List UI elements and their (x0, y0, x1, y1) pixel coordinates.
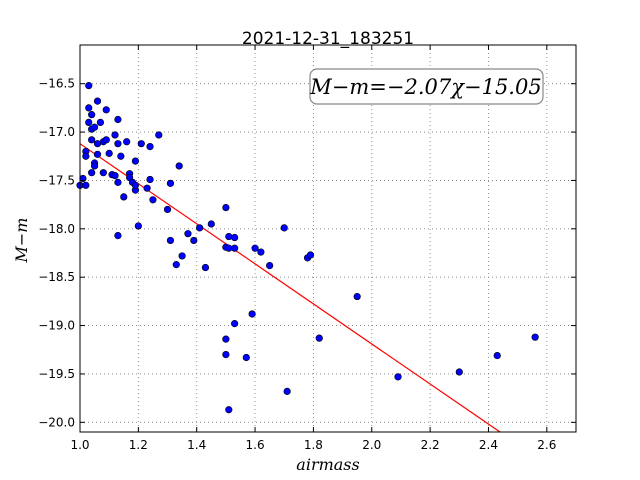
data-point (353, 292, 361, 301)
data-point (166, 179, 175, 187)
data-point (231, 320, 239, 328)
fit-equation-box: M−m=−2.07χ−15.05 (309, 68, 544, 105)
data-point (280, 224, 288, 232)
data-point (251, 244, 259, 252)
y-axis-label: M−m (12, 218, 31, 264)
data-point (306, 251, 315, 259)
x-tick-label: 1.2 (129, 438, 148, 452)
data-point (114, 140, 122, 148)
data-point (531, 333, 539, 341)
data-point (248, 310, 256, 318)
data-point (163, 205, 172, 214)
data-point (231, 244, 239, 252)
data-point (82, 152, 90, 160)
data-point (146, 175, 154, 184)
data-point (155, 131, 163, 139)
data-point (131, 181, 140, 189)
x-axis-label: airmass (296, 455, 359, 474)
data-point (85, 82, 93, 90)
data-point (102, 106, 110, 114)
data-point (242, 353, 250, 362)
data-point (190, 236, 198, 245)
fit-line-layer (79, 143, 501, 433)
data-point (172, 261, 180, 269)
data-point (82, 181, 90, 189)
data-point (114, 178, 122, 186)
data-point (222, 335, 230, 343)
data-point (175, 162, 183, 170)
data-point (201, 263, 210, 272)
data-point (114, 231, 122, 240)
data-point (90, 123, 99, 131)
x-tick-label: 1.8 (304, 438, 323, 452)
x-tick-label: 2.4 (479, 438, 498, 452)
plot-frame (79, 44, 577, 433)
data-point (88, 136, 96, 144)
data-point (99, 169, 107, 177)
data-point (166, 236, 175, 245)
data-point (102, 136, 110, 144)
data-point (88, 111, 96, 119)
y-tick-label: −17.5 (38, 173, 75, 187)
y-tick-label: −19.5 (38, 367, 75, 381)
fit-line (79, 143, 501, 433)
data-point (88, 169, 96, 177)
axis-ticks: 1.0 1.2 1.4 1.6 1.8 2.0 2.2 2.4 2.6 −16.5 −17.0 −17… (38, 45, 576, 452)
data-point (207, 220, 215, 228)
x-tick-label: 1.4 (187, 438, 206, 452)
data-point (117, 152, 125, 160)
x-tick-label: 2.0 (362, 438, 381, 452)
data-point (85, 104, 93, 112)
data-point (131, 157, 140, 165)
data-point (85, 118, 93, 126)
data-point (90, 162, 99, 170)
x-tick-label: 2.6 (537, 438, 556, 452)
x-tick-label: 1.6 (246, 438, 265, 452)
x-tick-label: 2.2 (421, 438, 440, 452)
data-point (93, 97, 102, 105)
data-point (111, 131, 119, 139)
data-point (225, 406, 233, 414)
data-point (266, 261, 274, 270)
data-point (493, 351, 501, 360)
data-point (225, 232, 233, 241)
data-point (137, 140, 145, 148)
data-point (315, 334, 323, 342)
data-point (222, 203, 230, 212)
y-tick-label: −19.0 (38, 319, 75, 333)
fit-equation: M−m=−2.07χ−15.05 (309, 75, 541, 99)
data-point (120, 193, 128, 201)
data-point (93, 150, 102, 158)
data-point (184, 230, 192, 238)
data-point (134, 222, 142, 230)
y-tick-label: −16.5 (38, 77, 75, 91)
data-point (178, 252, 186, 260)
data-point (231, 233, 239, 242)
data-point (146, 142, 154, 151)
data-points (76, 82, 539, 414)
y-tick-label: −20.0 (38, 415, 75, 429)
data-point (96, 118, 105, 126)
chart-title: 2021-12-31_183251 (242, 29, 414, 49)
data-point (114, 115, 122, 124)
y-tick-label: −17.0 (38, 125, 75, 139)
data-point (283, 387, 291, 395)
y-tick-label: −18.5 (38, 270, 75, 284)
data-point (111, 172, 119, 180)
data-point (105, 149, 113, 157)
data-point (149, 196, 157, 204)
data-point (394, 373, 402, 381)
equation-box-border (309, 68, 544, 105)
y-tick-label: −18.0 (38, 222, 75, 236)
data-point (455, 368, 463, 376)
data-point (123, 138, 131, 146)
data-point (222, 351, 230, 359)
data-point (143, 184, 151, 192)
data-point (196, 224, 204, 232)
x-tick-label: 1.0 (70, 438, 89, 452)
data-point (257, 248, 265, 256)
